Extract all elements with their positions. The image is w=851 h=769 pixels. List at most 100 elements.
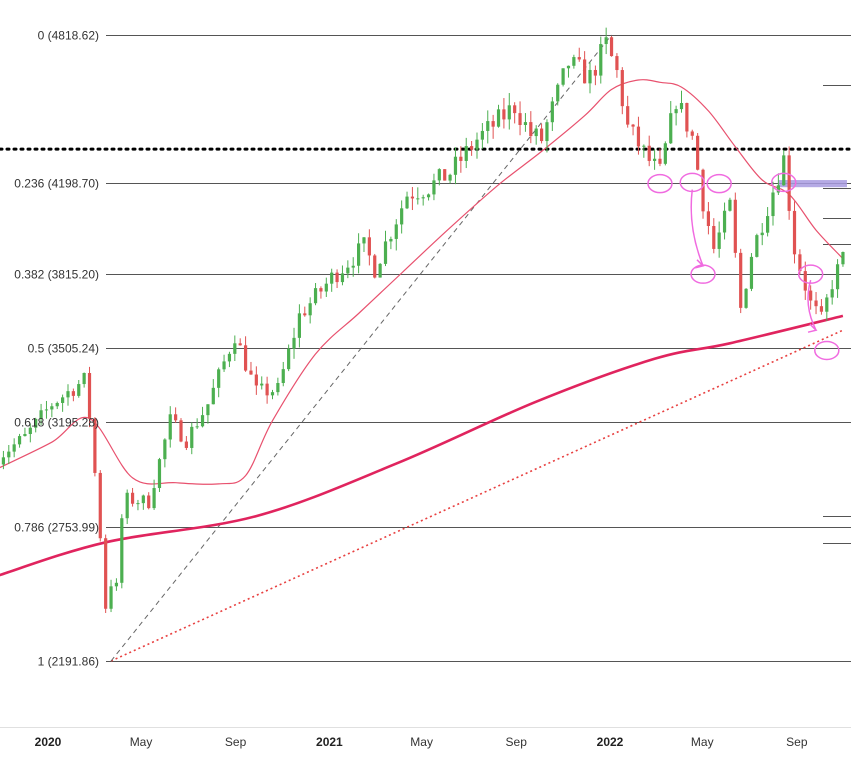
candle — [841, 251, 845, 267]
highlight-band-layer — [778, 180, 847, 188]
candle — [389, 236, 393, 250]
candle — [464, 137, 468, 169]
annotation-circle-5 — [797, 264, 824, 284]
candle-body — [679, 103, 684, 110]
candle — [260, 376, 264, 390]
candle — [507, 93, 511, 130]
candle — [652, 149, 657, 170]
candle-body — [728, 199, 732, 211]
candle-body — [615, 56, 619, 71]
candle-body — [448, 174, 452, 181]
candle-body — [755, 235, 759, 257]
fib-label-2: 0.382 (3815.20) — [14, 268, 99, 282]
candle — [566, 65, 571, 78]
candle-body — [55, 402, 59, 407]
candle — [443, 169, 447, 181]
candle — [690, 129, 694, 140]
candle — [782, 150, 786, 186]
candle-body — [556, 84, 560, 102]
candle-body — [136, 503, 140, 505]
candle — [340, 265, 345, 286]
candle-body — [814, 300, 818, 307]
candle — [405, 191, 409, 210]
candle — [292, 327, 296, 359]
annotation-circle-3 — [771, 172, 797, 193]
candle — [356, 233, 361, 274]
candle — [319, 286, 323, 299]
candle-body — [238, 343, 242, 346]
candle-body — [513, 105, 517, 114]
candle-body — [163, 439, 167, 460]
candle — [679, 90, 684, 113]
candle — [814, 292, 818, 315]
candle-body — [190, 426, 194, 448]
candle-body — [260, 383, 264, 386]
candle — [400, 200, 404, 234]
candle-body — [104, 538, 108, 609]
candle-body — [7, 451, 11, 458]
candle — [136, 499, 140, 511]
candle-body — [620, 70, 624, 107]
candle-body — [577, 57, 581, 60]
candle-body — [475, 139, 479, 150]
candle-body — [798, 254, 802, 272]
candle-body — [34, 418, 38, 428]
candle — [281, 361, 285, 387]
x-tick-label-2: Sep — [225, 735, 247, 749]
candle — [23, 427, 27, 437]
candle-body — [23, 434, 27, 437]
candle — [749, 253, 754, 292]
candle-body — [674, 109, 678, 114]
candle — [432, 173, 436, 201]
candle — [125, 489, 129, 525]
candle — [152, 479, 156, 510]
candle-body — [281, 369, 285, 384]
candle — [77, 380, 81, 398]
candle-body — [410, 196, 415, 199]
candle-body — [776, 185, 780, 193]
candle-body — [706, 211, 711, 226]
candle-body — [685, 103, 689, 132]
candles-layer — [1, 27, 845, 614]
candle-body — [534, 128, 538, 137]
candle-body — [550, 101, 554, 123]
candle-body — [130, 492, 135, 504]
candle — [383, 230, 388, 267]
candle — [163, 438, 167, 468]
candle-body — [459, 156, 463, 161]
candle-body — [599, 44, 603, 76]
candle-body — [184, 441, 188, 448]
candle — [448, 173, 452, 184]
candle — [760, 223, 764, 246]
candle — [324, 277, 328, 297]
candle — [303, 306, 307, 317]
candle — [615, 53, 619, 78]
candle-body — [82, 373, 86, 385]
candle — [550, 97, 554, 132]
candle-body — [739, 252, 743, 308]
candle-body — [426, 194, 431, 198]
x-tick-label-8: Sep — [786, 735, 808, 749]
candle-body — [809, 290, 813, 301]
candle — [276, 377, 280, 396]
fib-label-4: 0.618 (3195.28) — [14, 416, 99, 430]
candle-body — [152, 488, 156, 509]
candle-body — [222, 361, 226, 370]
candle-body — [66, 391, 70, 398]
candle — [819, 299, 824, 315]
candle — [631, 123, 635, 136]
candle — [373, 253, 377, 279]
candle-body — [87, 373, 92, 419]
candle-body — [356, 243, 361, 266]
candle — [297, 304, 302, 348]
candle-body — [330, 272, 334, 284]
candle — [190, 422, 194, 455]
fib-label-1: 0.236 (4198.70) — [14, 177, 99, 191]
candle-body — [825, 297, 829, 312]
candle — [179, 418, 183, 443]
candle — [496, 104, 501, 128]
candle — [206, 404, 210, 424]
x-tick-label-5: Sep — [506, 735, 528, 749]
candle — [7, 444, 11, 464]
